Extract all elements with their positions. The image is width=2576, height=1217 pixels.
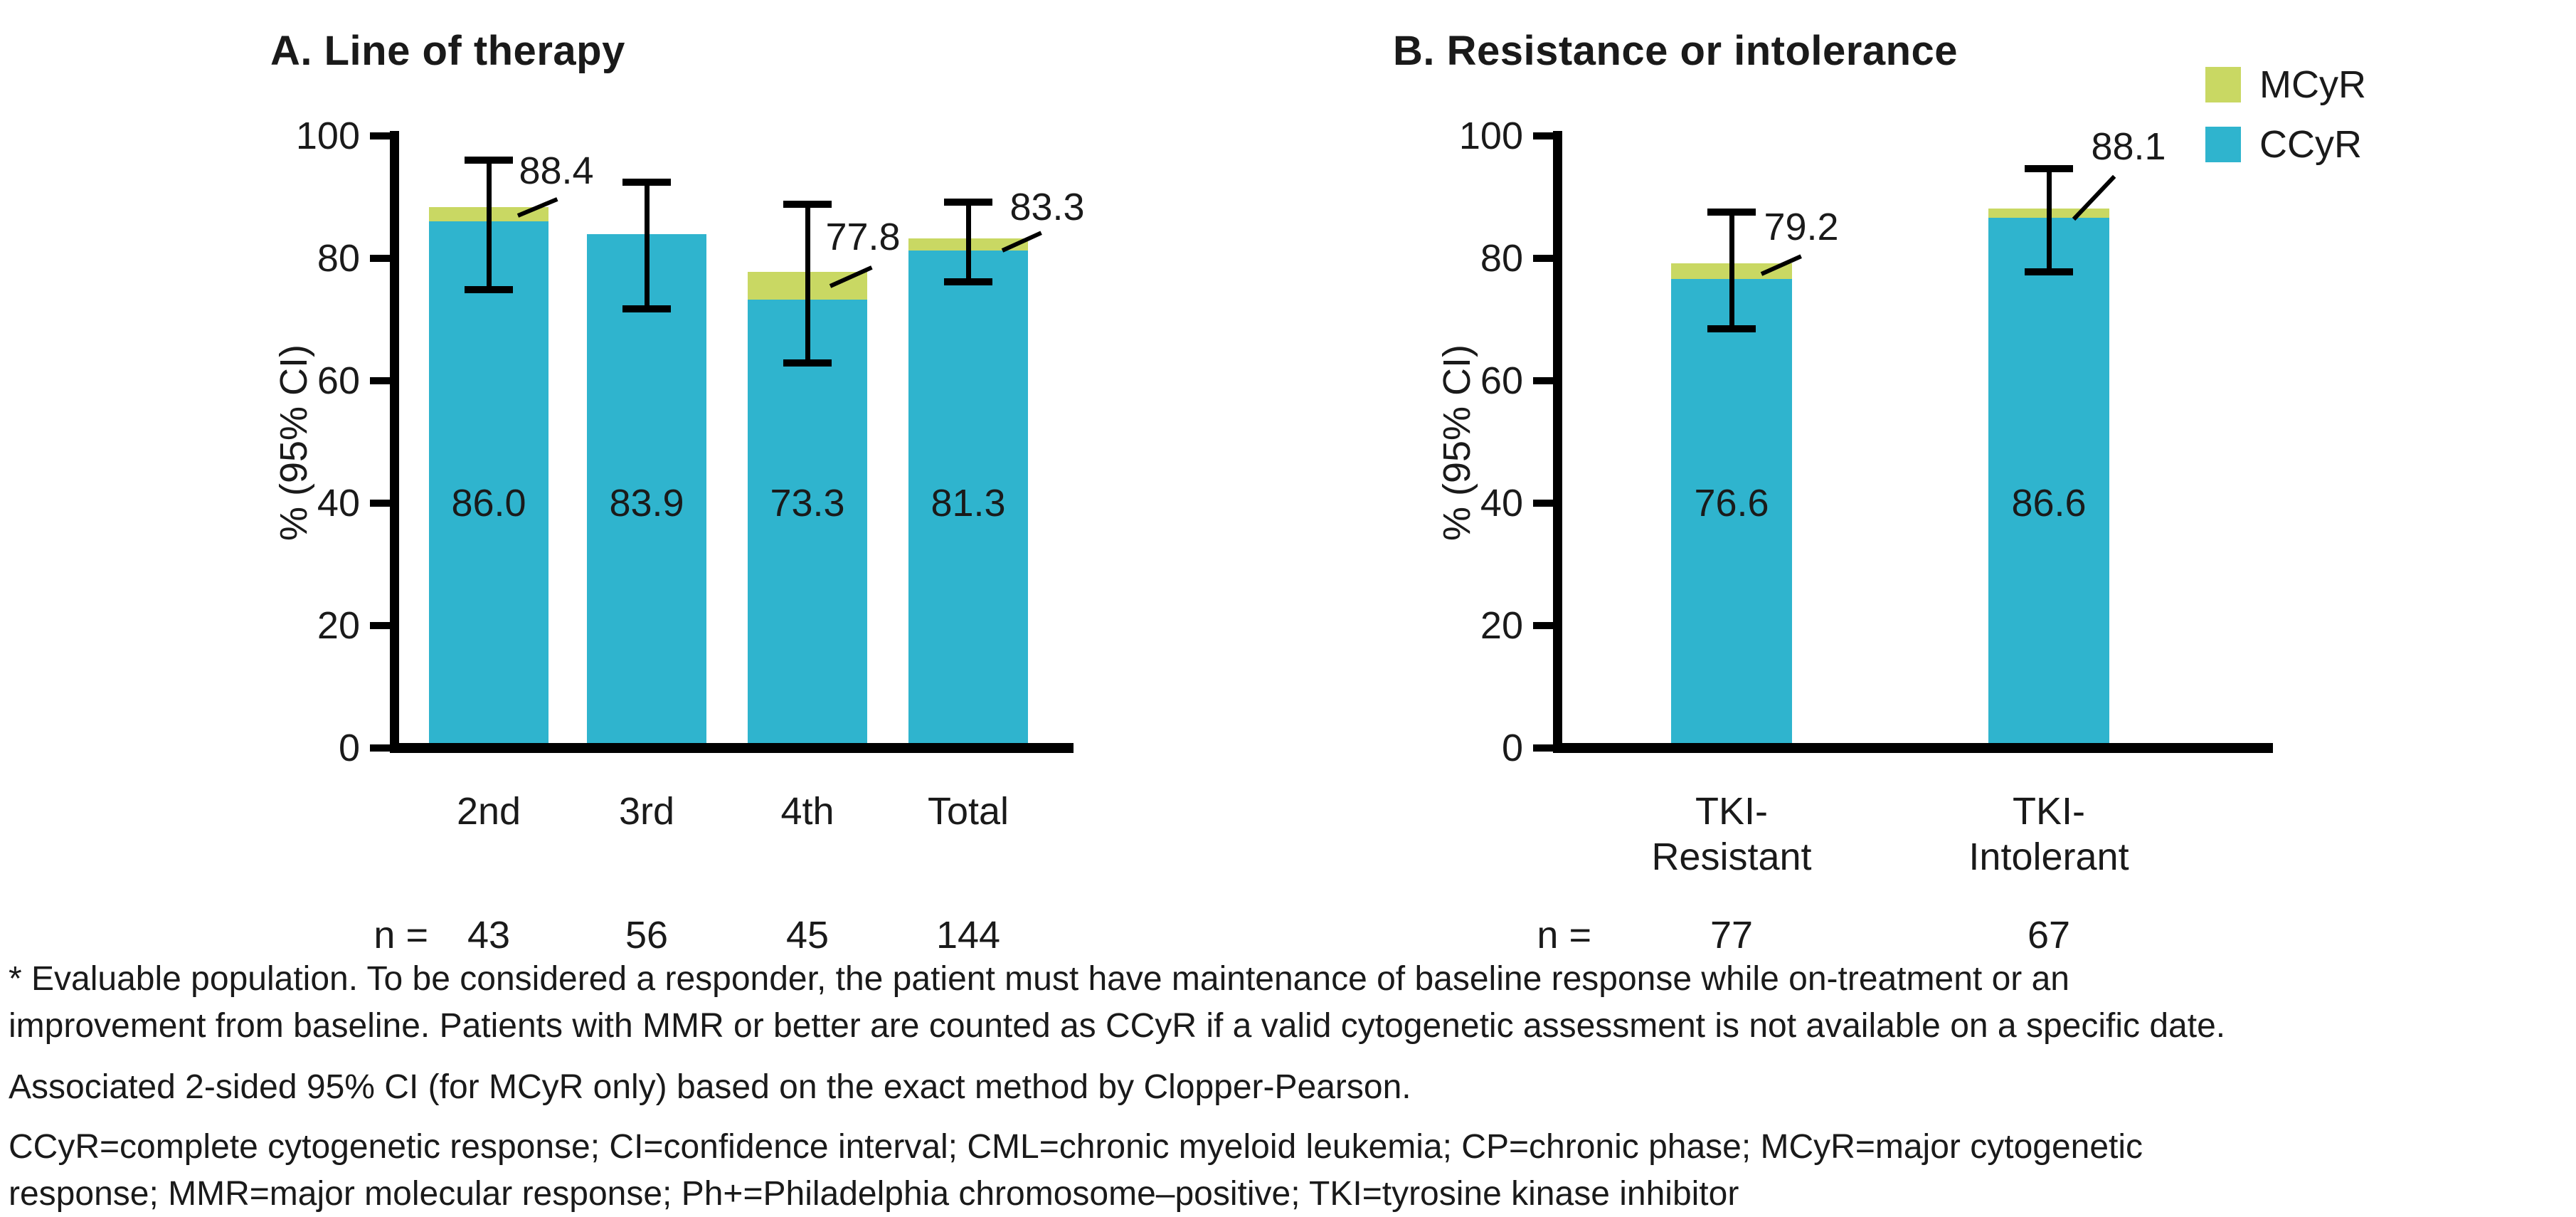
mcyr-callout-label: 77.8: [825, 215, 901, 258]
footnote-line: improvement from baseline. Patients with…: [9, 1007, 2226, 1045]
footnote-line: * Evaluable population. To be considered…: [9, 960, 2069, 998]
category-label: Total: [927, 790, 1009, 833]
panel-b-title: B. Resistance or intolerance: [1393, 28, 1958, 74]
panel-a-title: A. Line of therapy: [270, 28, 625, 74]
category-label: 2nd: [456, 790, 521, 833]
footnote-3: CCyR=complete cytogenetic response; CI=c…: [9, 1124, 2570, 1217]
y-tick: [370, 622, 391, 629]
y-tick: [370, 500, 391, 507]
error-bar-cap-bottom: [622, 305, 671, 313]
error-bar-cap-bottom: [2025, 268, 2073, 275]
y-tick-label: 0: [1501, 727, 1523, 769]
y-tick-label: 20: [317, 604, 360, 647]
footnote-2: Associated 2-sided 95% CI (for MCyR only…: [9, 1064, 2570, 1111]
y-tick: [1533, 622, 1554, 629]
y-axis-title: % (95% CI): [1436, 344, 1478, 542]
bar-ccyr: [1671, 279, 1792, 748]
mcyr-callout-label: 88.1: [2091, 125, 2166, 169]
bar-ccyr: [1988, 218, 2109, 748]
footnote-line: Associated 2-sided 95% CI (for MCyR only…: [9, 1068, 1411, 1106]
legend-item-mcyr: MCyR: [2205, 65, 2366, 104]
category-label: TKI- Resistant: [1651, 790, 1812, 878]
y-tick: [370, 744, 391, 752]
footnote-1: * Evaluable population. To be considered…: [9, 956, 2570, 1050]
n-value: 67: [2027, 914, 2071, 957]
y-tick: [370, 132, 391, 139]
y-tick-label: 40: [1480, 482, 1523, 525]
error-bar-cap-bottom: [783, 359, 832, 367]
y-tick: [1533, 255, 1554, 262]
y-tick-label: 100: [1458, 115, 1523, 157]
y-axis-line: [390, 131, 399, 753]
ccyr-color-swatch: [2205, 127, 2241, 162]
legend-label-mcyr: MCyR: [2259, 63, 2366, 106]
bar-ccyr: [908, 250, 1028, 748]
y-tick: [1533, 377, 1554, 384]
n-equals-label: n =: [373, 914, 428, 957]
error-bar-cap-bottom: [1707, 325, 1756, 332]
mcyr-callout-label: 88.4: [519, 149, 594, 192]
footnote-line: response; MMR=major molecular response; …: [9, 1175, 1739, 1213]
legend: MCyR CCyR: [2205, 65, 2366, 185]
error-bar-cap-top: [1707, 208, 1756, 216]
footnote-line: CCyR=complete cytogenetic response; CI=c…: [9, 1128, 2143, 1166]
x-axis-line: [390, 743, 1074, 753]
bar-value-label: 86.0: [451, 482, 526, 525]
y-tick: [370, 255, 391, 262]
n-value: 144: [935, 914, 1001, 957]
y-tick-label: 40: [317, 482, 360, 525]
error-bar-cap-top: [622, 179, 671, 186]
y-tick: [1533, 500, 1554, 507]
y-tick-label: 60: [317, 359, 360, 402]
y-tick: [370, 377, 391, 384]
n-value: 56: [625, 914, 669, 957]
category-label: 3rd: [618, 790, 675, 833]
y-tick: [1533, 744, 1554, 752]
y-tick-label: 60: [1480, 359, 1523, 402]
n-value: 77: [1710, 914, 1754, 957]
y-tick-label: 80: [1480, 237, 1523, 280]
y-tick: [1533, 132, 1554, 139]
error-bar-line: [1729, 211, 1734, 329]
y-tick-label: 0: [338, 727, 360, 769]
error-bar-cap-bottom: [944, 278, 992, 285]
legend-item-ccyr: CCyR: [2205, 125, 2366, 164]
y-tick-label: 100: [295, 115, 360, 157]
category-label: TKI- Intolerant: [1968, 790, 2129, 878]
error-bar-line: [966, 201, 971, 282]
n-equals-label: n =: [1537, 914, 1591, 957]
bar-value-label: 86.6: [2011, 482, 2087, 525]
error-bar-cap-top: [944, 198, 992, 206]
mcyr-callout-label: 83.3: [1009, 185, 1085, 228]
mcyr-callout-label: 79.2: [1764, 205, 1839, 248]
mcyr-color-swatch: [2205, 67, 2241, 102]
error-bar-line: [805, 204, 810, 364]
bar-ccyr: [429, 221, 548, 748]
bar-value-label: 81.3: [931, 482, 1006, 525]
error-bar-line: [645, 182, 650, 310]
error-bar-line: [2047, 168, 2052, 272]
bar-ccyr: [748, 299, 867, 748]
error-bar-cap-top: [465, 156, 513, 164]
n-value: 45: [785, 914, 829, 957]
bar-value-label: 73.3: [770, 482, 845, 525]
y-axis-title: % (95% CI): [272, 344, 315, 542]
bar-value-label: 83.9: [609, 482, 684, 525]
y-tick-label: 80: [317, 237, 360, 280]
category-label: 4th: [780, 790, 834, 833]
y-axis-line: [1553, 131, 1562, 753]
n-value: 43: [467, 914, 511, 957]
bar-ccyr: [587, 234, 706, 748]
legend-label-ccyr: CCyR: [2259, 123, 2362, 166]
error-bar-cap-top: [783, 201, 832, 209]
bar-value-label: 76.6: [1694, 482, 1769, 525]
x-axis-line: [1553, 743, 2273, 753]
y-tick-label: 20: [1480, 604, 1523, 647]
error-bar-cap-bottom: [465, 285, 513, 293]
error-bar-line: [487, 159, 492, 290]
error-bar-cap-top: [2025, 164, 2073, 172]
